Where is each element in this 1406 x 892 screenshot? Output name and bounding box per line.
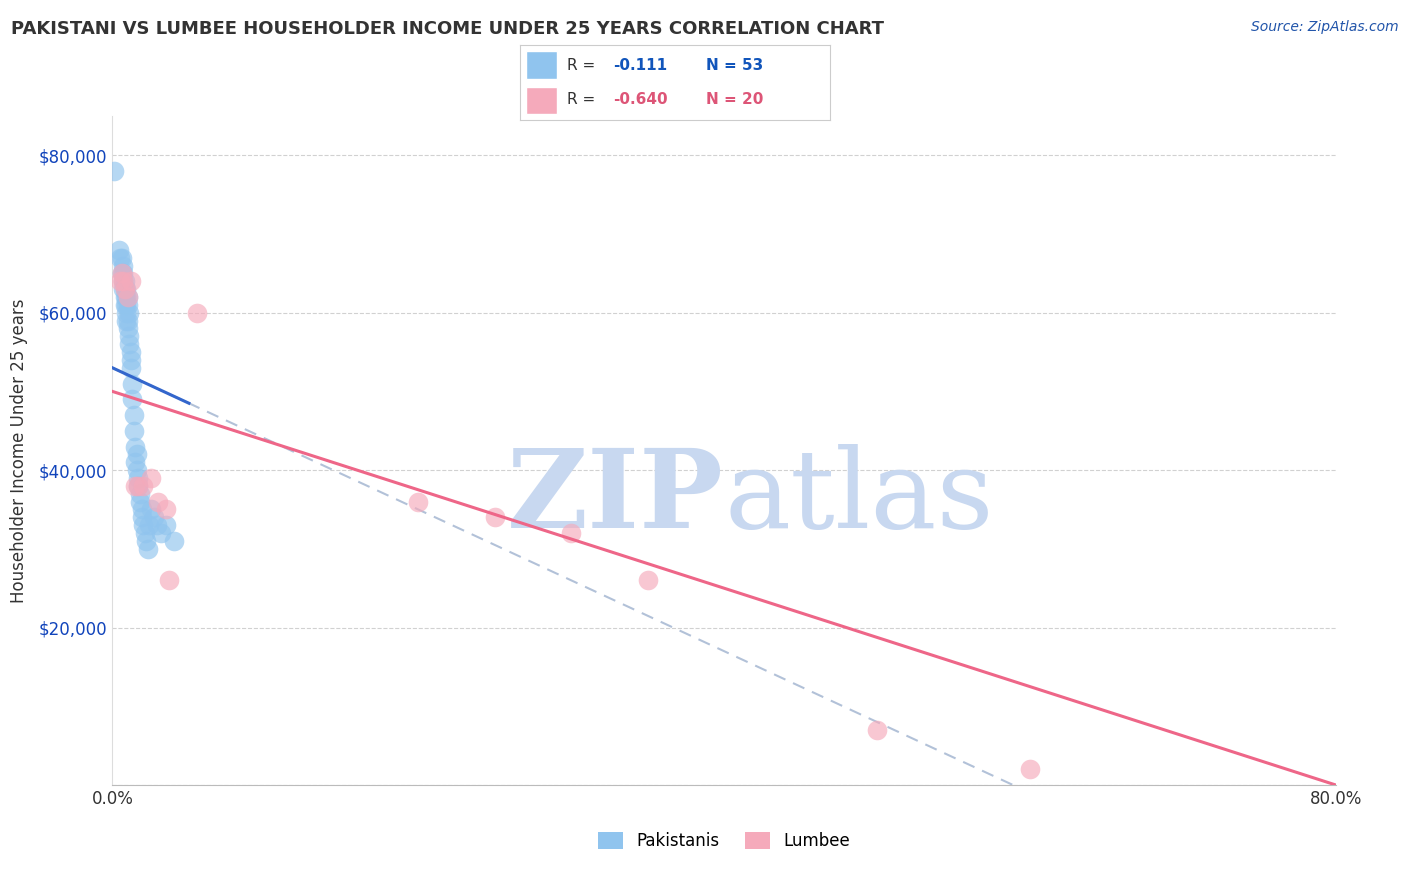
Point [186,306,208,320]
Point [132,479,155,493]
Point [121,376,143,391]
Point [124,479,146,493]
Text: atlas: atlas [724,444,994,550]
Point [155,518,177,533]
Point [120,274,142,288]
Point [129,494,152,508]
Point [136,541,159,556]
Point [142,510,165,524]
Point [135,533,157,548]
Point [134,526,156,541]
Point [127,471,149,485]
Point [114,274,136,288]
Text: ZIP: ZIP [508,444,724,550]
Point [866,723,889,737]
Point [560,526,582,541]
Point [121,392,143,407]
Text: -0.111: -0.111 [613,58,666,72]
Text: R =: R = [567,93,600,107]
Point [115,306,138,320]
Point [112,274,135,288]
Point [120,345,142,359]
Point [111,251,134,265]
Point [132,518,155,533]
Y-axis label: Householder Income Under 25 years: Householder Income Under 25 years [10,298,28,603]
Point [408,494,430,508]
Point [117,290,139,304]
Point [127,479,149,493]
Point [112,266,135,280]
Point [124,440,146,454]
Point [103,164,125,178]
Legend: Pakistanis, Lumbee: Pakistanis, Lumbee [592,825,856,857]
Point [131,502,153,516]
Point [118,306,141,320]
Point [138,518,160,533]
Point [114,290,136,304]
Point [637,574,659,588]
Text: R =: R = [567,58,600,72]
Point [124,455,146,469]
FancyBboxPatch shape [526,52,557,78]
Point [139,471,162,485]
Point [129,487,152,501]
Point [112,274,135,288]
Point [114,282,136,296]
Point [115,298,138,312]
Text: PAKISTANI VS LUMBEE HOUSEHOLDER INCOME UNDER 25 YEARS CORRELATION CHART: PAKISTANI VS LUMBEE HOUSEHOLDER INCOME U… [11,20,884,37]
Point [155,502,177,516]
Point [111,266,134,280]
Point [120,360,142,375]
Text: N = 53: N = 53 [706,58,763,72]
Point [114,298,136,312]
Point [148,494,170,508]
Point [115,313,138,327]
Point [117,313,139,327]
Point [122,408,145,422]
Point [108,251,131,265]
Point [107,243,129,257]
Point [125,447,148,461]
Point [117,321,139,335]
Point [1018,762,1040,776]
Point [118,337,141,351]
FancyBboxPatch shape [526,87,557,114]
Point [118,329,141,343]
Point [163,533,186,548]
Point [111,266,134,280]
Point [120,353,142,368]
Point [112,282,135,296]
Point [122,424,145,438]
Point [157,574,180,588]
Point [115,290,138,304]
Point [108,274,131,288]
Point [484,510,506,524]
Point [125,463,148,477]
Point [115,282,138,296]
Point [139,502,162,516]
Point [127,479,149,493]
Text: Source: ZipAtlas.com: Source: ZipAtlas.com [1251,20,1399,34]
Point [150,526,173,541]
Point [117,298,139,312]
Point [131,510,153,524]
Text: -0.640: -0.640 [613,93,668,107]
Text: N = 20: N = 20 [706,93,763,107]
Point [112,259,135,273]
Point [114,282,136,296]
Point [146,518,169,533]
Point [117,290,139,304]
